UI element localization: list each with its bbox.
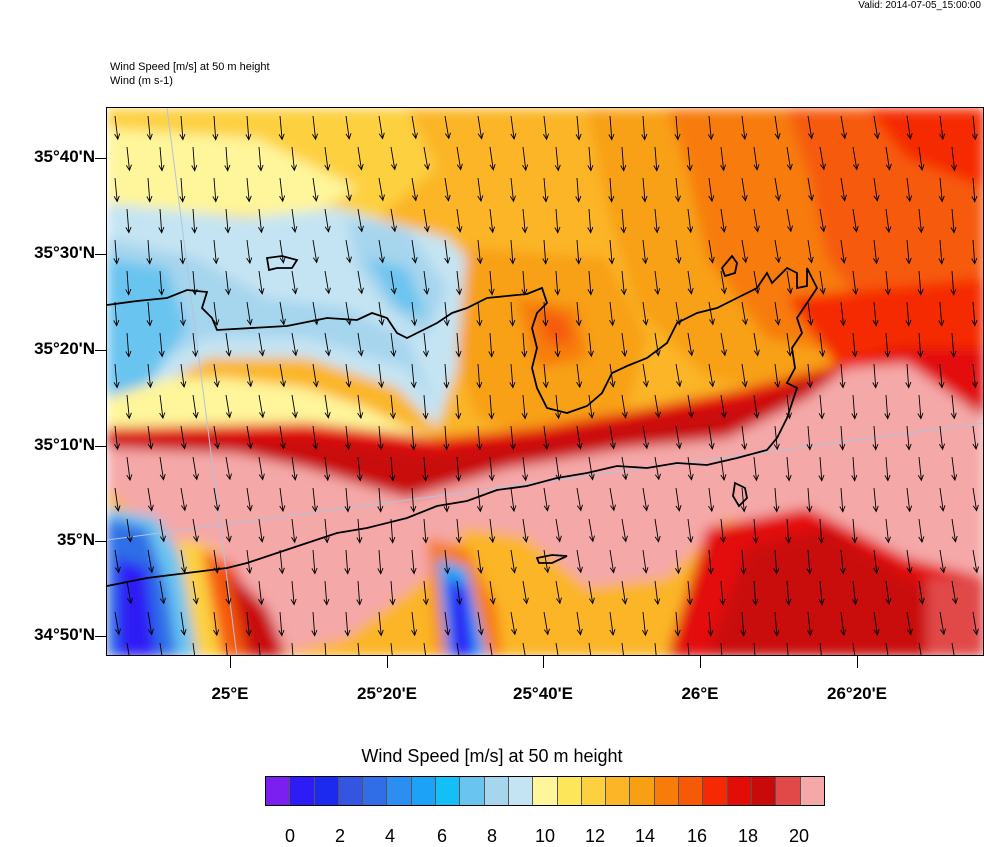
lat-tick: [95, 446, 106, 447]
lat-label: 35°20'N: [0, 339, 95, 359]
lon-label: 25°40'E: [513, 684, 573, 704]
lat-tick: [95, 636, 106, 637]
wind-speed-map: [106, 107, 984, 656]
lon-tick: [230, 656, 231, 668]
colorbar-swatch: [703, 777, 727, 805]
lon-tick: [700, 656, 701, 668]
lon-tick: [387, 656, 388, 668]
colorbar-label: 6: [437, 826, 447, 847]
colorbar-swatch: [728, 777, 752, 805]
colorbar-swatch: [752, 777, 776, 805]
valid-time-label: Valid: 2014-07-05_15:00:00: [858, 0, 981, 11]
colorbar-label: 20: [789, 826, 809, 847]
colorbar-title: Wind Speed [m/s] at 50 m height: [0, 746, 984, 767]
lon-tick: [857, 656, 858, 668]
colorbar-swatch: [630, 777, 654, 805]
colorbar-label: 14: [635, 826, 655, 847]
colorbar-swatch: [582, 777, 606, 805]
colorbar-swatch: [558, 777, 582, 805]
colorbar-swatch: [412, 777, 436, 805]
colorbar-swatch: [679, 777, 703, 805]
lat-tick: [95, 158, 106, 159]
colorbar-swatch: [363, 777, 387, 805]
colorbar-swatch: [266, 777, 290, 805]
field-title: Wind Speed [m/s] at 50 m height: [110, 61, 270, 73]
lon-label: 26°E: [681, 684, 718, 704]
lat-label: 35°40'N: [0, 147, 95, 167]
colorbar-swatch: [606, 777, 630, 805]
colorbar-swatch: [485, 777, 509, 805]
colorbar-swatch: [290, 777, 314, 805]
colorbar: [265, 776, 825, 806]
lat-tick: [95, 541, 106, 542]
colorbar-swatch: [533, 777, 557, 805]
lat-tick: [95, 350, 106, 351]
vector-title: Wind (m s-1): [110, 75, 173, 87]
colorbar-label: 16: [687, 826, 707, 847]
lon-label: 26°20'E: [827, 684, 887, 704]
lon-tick: [543, 656, 544, 668]
lat-label: 34°50'N: [0, 625, 95, 645]
colorbar-swatch: [387, 777, 411, 805]
colorbar-swatch: [509, 777, 533, 805]
colorbar-label: 0: [285, 826, 295, 847]
colorbar-label: 10: [535, 826, 555, 847]
lat-label: 35°N: [0, 530, 95, 550]
colorbar-swatch: [655, 777, 679, 805]
lon-label: 25°20'E: [357, 684, 417, 704]
colorbar-swatch: [339, 777, 363, 805]
colorbar-label: 18: [738, 826, 758, 847]
lat-label: 35°10'N: [0, 435, 95, 455]
colorbar-label: 12: [585, 826, 605, 847]
colorbar-label: 4: [385, 826, 395, 847]
lat-tick: [95, 254, 106, 255]
colorbar-swatch: [776, 777, 800, 805]
map-canvas: [107, 108, 984, 656]
lon-label: 25°E: [211, 684, 248, 704]
colorbar-swatch: [315, 777, 339, 805]
lat-label: 35°30'N: [0, 243, 95, 263]
colorbar-swatch: [460, 777, 484, 805]
colorbar-label: 2: [335, 826, 345, 847]
colorbar-swatch: [436, 777, 460, 805]
colorbar-swatch: [801, 777, 824, 805]
colorbar-label: 8: [487, 826, 497, 847]
